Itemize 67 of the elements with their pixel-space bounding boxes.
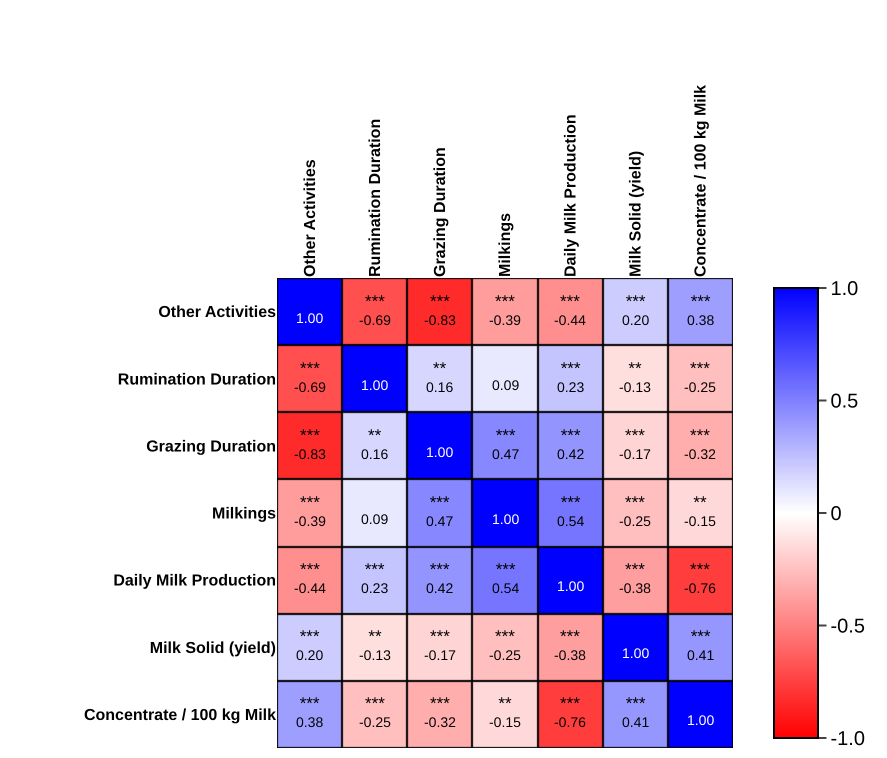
data-label: *** 0.42	[426, 560, 454, 596]
color-bar-label: -1.0	[830, 728, 865, 750]
data-label: 1.00	[361, 377, 388, 393]
data-label: ** 0.16	[361, 426, 388, 462]
data-label: *** -0.38	[554, 627, 586, 664]
x-tick-label: Daily Milk Production	[562, 114, 580, 277]
data-label: *** 0.41	[622, 694, 650, 730]
data-label: ** 0.16	[426, 359, 454, 396]
y-tick-label: Rumination Duration	[118, 371, 276, 388]
data-label: *** 0.23	[557, 359, 584, 396]
data-label: *** 0.23	[361, 560, 388, 596]
data-label: *** -0.32	[684, 426, 716, 462]
data-label: 0.09	[361, 511, 388, 527]
data-label: *** -0.76	[684, 560, 716, 596]
data-label: *** -0.44	[294, 560, 326, 596]
data-label: ** -0.15	[684, 493, 716, 530]
color-bar-label: -0.5	[830, 616, 865, 638]
data-label: ** -0.13	[619, 359, 652, 396]
data-label: *** -0.69	[359, 292, 392, 328]
data-label: *** -0.69	[294, 359, 326, 396]
y-tick-label: Other Activities	[158, 304, 276, 322]
data-label: *** -0.83	[424, 292, 456, 328]
y-tick-label: Concentrate / 100 kg Milk	[84, 707, 276, 724]
data-label: *** -0.25	[489, 627, 522, 664]
data-label: 1.00	[492, 511, 520, 527]
y-tick-label: Grazing Duration	[146, 438, 276, 456]
data-label: *** 0.41	[687, 627, 714, 664]
data-label: *** 0.54	[492, 560, 520, 596]
data-label: 1.00	[687, 712, 714, 728]
data-label: *** 0.20	[296, 627, 324, 664]
data-label: *** -0.17	[619, 426, 652, 462]
data-label: *** 0.38	[687, 292, 714, 328]
data-label: 1.00	[296, 310, 324, 326]
data-label: 1.00	[557, 578, 584, 594]
color-bar-label: 1.0	[830, 278, 858, 300]
data-label: 1.00	[426, 444, 454, 460]
data-label: *** 0.20	[622, 292, 650, 328]
data-label: *** -0.25	[359, 694, 392, 730]
data-label: *** -0.83	[294, 426, 326, 462]
data-label: *** 0.47	[492, 426, 520, 462]
data-label: ** -0.13	[359, 627, 392, 664]
x-tick-label: Rumination Duration	[366, 118, 384, 277]
data-label: *** -0.44	[554, 292, 586, 328]
data-label: 0.09	[492, 377, 520, 393]
color-bar-label: 0.5	[830, 390, 858, 412]
y-tick-label: Milk Solid (yield)	[150, 640, 276, 657]
data-label: 1.00	[622, 645, 650, 661]
data-label: *** -0.39	[294, 493, 326, 530]
y-tick-label: Daily Milk Production	[113, 572, 276, 590]
data-label: *** -0.76	[554, 694, 586, 730]
x-tick-label: Milk Solid (yield)	[627, 150, 644, 277]
x-tick-label: Grazing Duration	[432, 147, 450, 277]
x-tick-label: Milkings	[497, 212, 514, 277]
data-label: *** -0.25	[684, 359, 716, 396]
data-label: *** 0.47	[426, 493, 454, 530]
x-tick-label: Concentrate / 100 kg Milk	[692, 84, 710, 277]
data-label: *** 0.42	[557, 426, 584, 462]
data-label: *** 0.38	[296, 694, 324, 730]
data-label: *** -0.17	[424, 627, 456, 664]
data-label: *** -0.38	[619, 560, 652, 596]
color-bar-label: 0	[830, 503, 842, 525]
data-label: *** -0.39	[489, 292, 522, 328]
data-label: *** -0.32	[424, 694, 456, 730]
data-label: *** -0.25	[619, 493, 652, 530]
y-tick-label: Milkings	[212, 506, 276, 523]
data-label: *** 0.54	[557, 493, 584, 530]
data-label: ** -0.15	[489, 694, 522, 730]
